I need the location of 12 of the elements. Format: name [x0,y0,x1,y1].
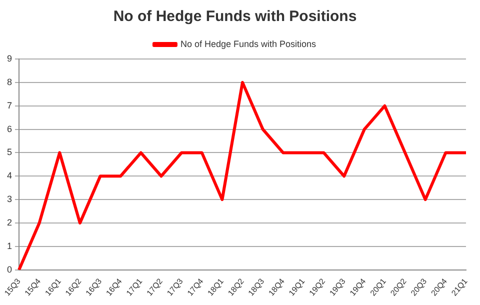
y-tick-label: 4 [6,170,12,181]
y-tick-label: 3 [6,194,12,204]
chart-title: No of Hedge Funds with Positions [113,8,357,26]
legend-label: No of Hedge Funds with Positions [180,38,317,49]
y-tick-label: 7 [6,100,12,110]
y-tick-label: 8 [6,76,12,87]
y-tick-label: 6 [6,124,12,134]
y-tick-label: 9 [6,53,12,64]
y-tick-label: 0 [6,264,12,274]
y-tick-label: 2 [6,217,12,228]
y-tick-label: 5 [6,147,12,158]
y-tick-label: 1 [6,240,12,251]
